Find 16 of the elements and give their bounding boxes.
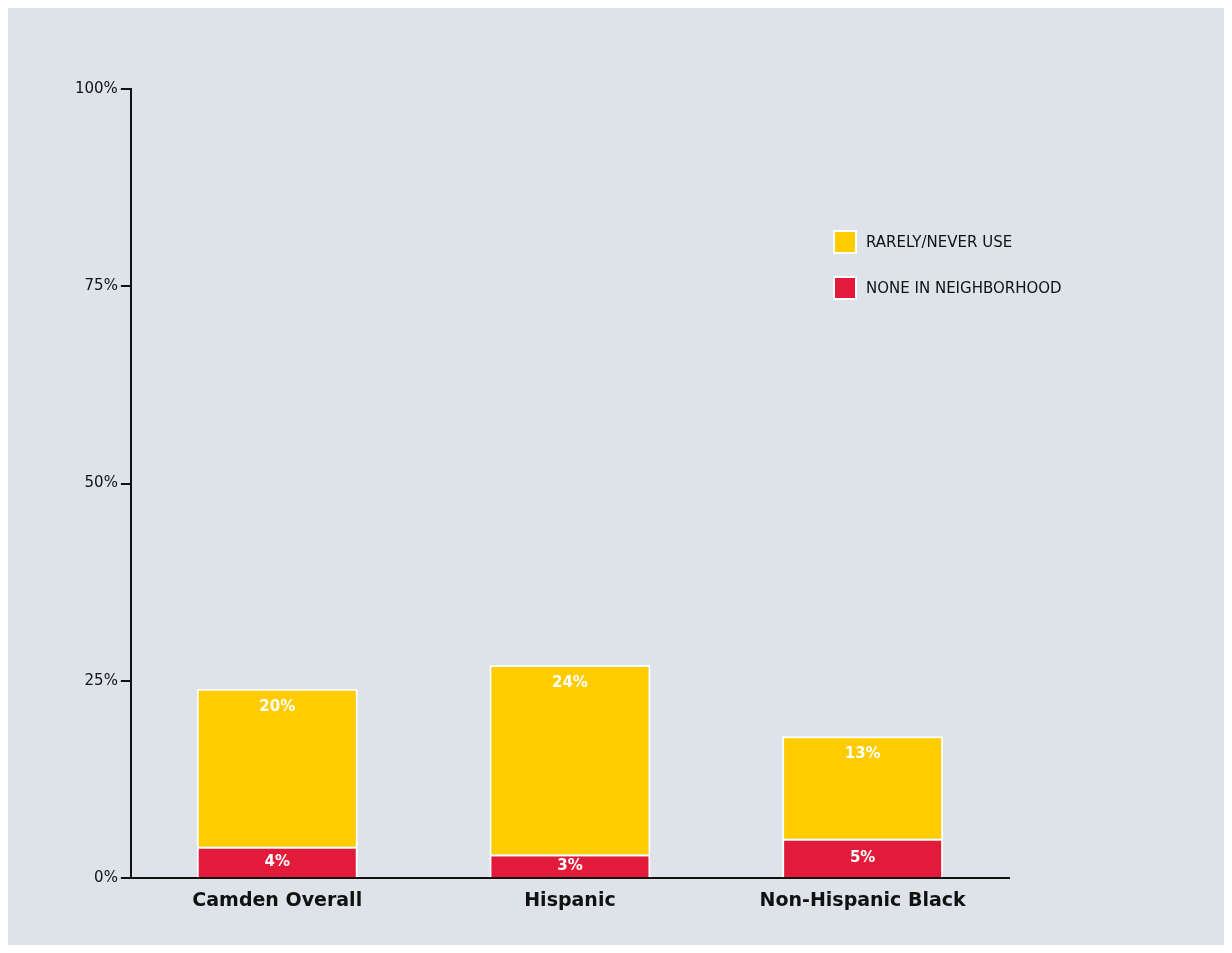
x-tick-label: Non-Hispanic Black bbox=[759, 887, 967, 910]
y-tick-label: 75% bbox=[84, 276, 118, 295]
y-tick-label: 25% bbox=[84, 670, 118, 689]
x-tick-label: Hispanic bbox=[524, 887, 616, 910]
legend-label: RARELY/NEVER USE bbox=[866, 232, 1013, 251]
y-tick-label: 0% bbox=[94, 868, 118, 887]
x-tick-label: Camden Overall bbox=[192, 887, 363, 910]
legend-label: NONE IN NEIGHBORHOOD bbox=[866, 278, 1062, 297]
data-label: 13% bbox=[844, 744, 881, 763]
data-label: 24% bbox=[551, 673, 588, 692]
y-tick-label: 50% bbox=[84, 473, 118, 492]
data-label: 20% bbox=[259, 696, 296, 715]
data-label: 5% bbox=[849, 847, 876, 866]
data-label: 4% bbox=[264, 851, 290, 870]
y-tick-label: 100% bbox=[74, 78, 118, 97]
data-label: 3% bbox=[557, 855, 583, 874]
